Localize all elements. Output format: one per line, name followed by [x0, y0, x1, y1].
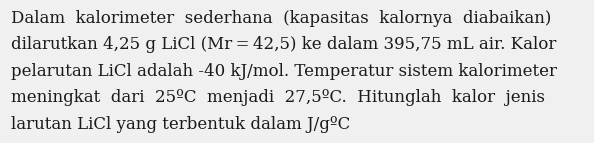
Text: pelarutan LiCl adalah -40 kJ/mol. Temperatur sistem kalorimeter: pelarutan LiCl adalah -40 kJ/mol. Temper…	[11, 63, 557, 80]
Text: Dalam  kalorimeter  sederhana  (kapasitas  kalornya  diabaikan): Dalam kalorimeter sederhana (kapasitas k…	[11, 10, 551, 27]
Text: larutan LiCl yang terbentuk dalam J/gºC: larutan LiCl yang terbentuk dalam J/gºC	[11, 116, 350, 133]
Text: dilarutkan 4,25 g LiCl (Mr = 42,5) ke dalam 395,75 mL air. Kalor: dilarutkan 4,25 g LiCl (Mr = 42,5) ke da…	[11, 36, 556, 53]
Text: meningkat  dari  25ºC  menjadi  27,5ºC.  Hitunglah  kalor  jenis: meningkat dari 25ºC menjadi 27,5ºC. Hitu…	[11, 89, 545, 106]
